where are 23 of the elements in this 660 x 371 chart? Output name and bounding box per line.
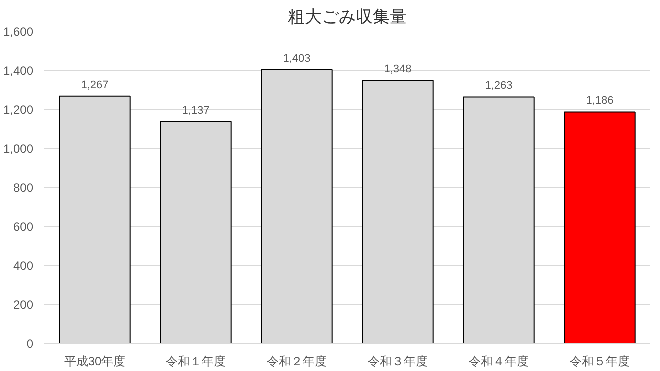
data-label: 1,263 [485, 80, 513, 92]
data-label: 1,186 [586, 95, 614, 108]
y-tick-label: 1,400 [3, 64, 34, 78]
x-tick-label: 令和５年度 [570, 354, 630, 368]
x-tick-label: 令和３年度 [368, 354, 428, 368]
x-tick-label: 平成30年度 [64, 354, 126, 368]
y-tick-label: 1,200 [3, 103, 34, 117]
y-tick-label: 200 [13, 298, 34, 312]
data-label: 1,137 [182, 104, 210, 117]
x-tick-label: 令和１年度 [166, 354, 226, 368]
y-tick-label: 1,000 [3, 142, 34, 156]
y-tick-label: 1,600 [3, 25, 34, 39]
y-tick-label: 800 [13, 181, 34, 195]
data-label: 1,267 [81, 79, 109, 92]
x-tick-label: 令和４年度 [469, 354, 529, 368]
chart-title: 粗大ごみ収集量 [288, 8, 407, 26]
bar [564, 112, 636, 344]
data-label: 1,403 [283, 52, 311, 65]
data-label: 1,348 [384, 64, 412, 76]
y-tick-label: 400 [13, 259, 34, 273]
y-tick-label: 0 [26, 337, 34, 351]
x-tick-label: 令和２年度 [267, 354, 327, 368]
y-tick-label: 600 [13, 220, 34, 234]
